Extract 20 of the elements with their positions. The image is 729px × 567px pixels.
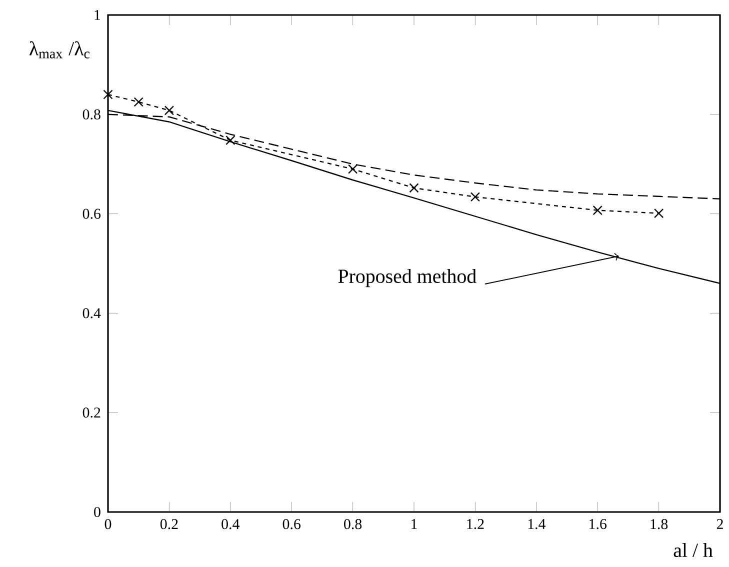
y-tick-label: 1 bbox=[94, 10, 100, 20]
y-tick-label: 0.4 bbox=[82, 308, 101, 318]
x-tick-label: 0.2 bbox=[160, 519, 178, 530]
x-tick-label: 1 bbox=[412, 519, 417, 529]
x-tick-label: 2 bbox=[716, 519, 723, 529]
y-tick-label: 0.6 bbox=[82, 208, 101, 219]
y-tick-label: 0.2 bbox=[82, 408, 100, 418]
y-tick-label: 0 bbox=[94, 506, 100, 518]
annotation: Proposed method bbox=[338, 268, 476, 288]
x-tick-label: 0.8 bbox=[344, 519, 362, 530]
x-tick-label: 1.2 bbox=[467, 519, 484, 530]
x-tick-label: 0.4 bbox=[222, 519, 240, 530]
x-tick-label: 0.6 bbox=[282, 519, 300, 530]
x-tick-label: 1.8 bbox=[650, 519, 668, 530]
x-tick-label: 1.4 bbox=[528, 519, 546, 530]
y-axis-title: λ$_{max}$ /λ$_{c}$ bbox=[29, 41, 90, 58]
y-tick-label: 0.8 bbox=[82, 109, 100, 120]
x-tick-label: 0 bbox=[104, 519, 112, 530]
x-tick-label: 1.6 bbox=[590, 519, 607, 530]
x-axis-title: al / h bbox=[674, 543, 713, 558]
